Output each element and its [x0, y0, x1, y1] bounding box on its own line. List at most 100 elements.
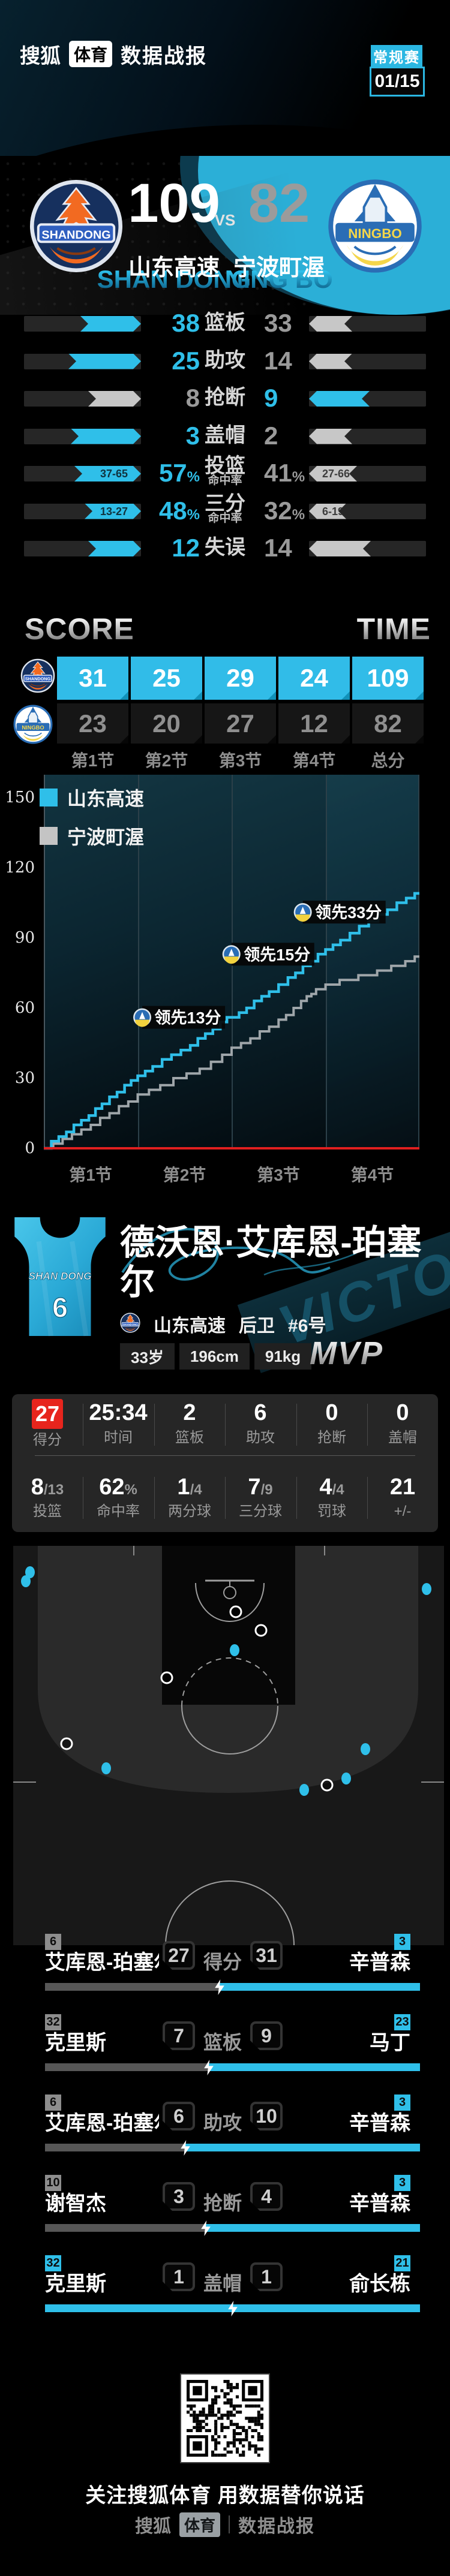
right-bar-track: 6-19 — [309, 503, 426, 519]
shandong-logo-icon: SHANDONG — [120, 1312, 140, 1333]
chart-quarter-panel — [137, 775, 232, 1148]
left-stat-value-box: 27 — [163, 1941, 195, 1970]
left-bar-fill: 37-65 — [74, 466, 141, 482]
made-shot-marker — [341, 1772, 351, 1784]
jersey-graphic: SHAN DONG 6 — [14, 1217, 106, 1337]
missed-shot-marker — [229, 1605, 242, 1618]
right-bar-fill — [309, 316, 352, 332]
stat-label-sub: 命中率 — [208, 474, 242, 487]
stat-label: 罚球 — [317, 1503, 346, 1519]
player-stat-三分球: 7/9 三分球 — [225, 1473, 296, 1519]
left-bar-sub-label: 13-27 — [100, 505, 128, 517]
player-stat-card: 27 得分 25:34 时间 2 篮板 6 助攻 0 抢断 0 盖帽 8/13 投篮 62% 命中率 1/4 两分… — [12, 1394, 438, 1532]
stat-value: 8/13 — [31, 1474, 64, 1500]
cell-corner-fold — [194, 691, 202, 700]
stat-value: 6 — [254, 1400, 267, 1425]
score-red-box: 27 — [31, 1399, 64, 1429]
home-score-line — [44, 892, 419, 1150]
qr-code — [180, 2373, 270, 2463]
x-tick-label: 第3节 — [257, 1166, 300, 1184]
stat-label: 命中率 — [97, 1503, 140, 1519]
right-stat-value-box: 31 — [250, 1941, 283, 1970]
stat-compare-row-盖帽: 3 2 盖帽 — [0, 421, 450, 452]
mvp-label: MVP — [310, 1335, 384, 1371]
home-stat-value: 25 — [172, 346, 200, 375]
svg-text:SHAN DONG: SHAN DONG — [29, 1270, 92, 1282]
svg-text:领先33分: 领先33分 — [315, 904, 382, 922]
y-tick-label: 120 — [5, 859, 35, 877]
missed-shot-marker — [254, 1624, 268, 1637]
stat-label: 三分 命中率 — [187, 493, 263, 525]
score-progress-svg: 领先13分 领先15分 领先33分 — [44, 892, 419, 1150]
y-tick-label: 60 — [14, 999, 35, 1017]
right-player-number-badge: 3 — [394, 1934, 410, 1950]
left-bar-fill — [71, 429, 141, 444]
stat-value-sub: /4 — [190, 1482, 202, 1498]
x-tick-label: 第4节 — [350, 1166, 394, 1184]
made-shot-marker — [25, 1566, 35, 1578]
made-shot-marker — [361, 1743, 370, 1755]
away-score-line — [44, 955, 419, 1149]
table-team-logo: SHANDONG — [20, 658, 55, 696]
legend-label: 宁波町渥 — [67, 826, 145, 848]
unit: % — [187, 506, 200, 523]
player-attribute-badges: 33岁 196cm 91kg — [120, 1343, 312, 1370]
brand-sohu-text: 搜狐 — [20, 44, 61, 68]
leader-stat-label: 抢断 — [203, 2192, 242, 2214]
leader-bar-left — [45, 2063, 209, 2071]
stat-compare-row-篮板: 38 33 篮板 — [0, 308, 450, 339]
player-number: #6号 — [288, 1316, 326, 1336]
stat-label-main: 盖帽 — [205, 423, 245, 447]
time-heading: TIME — [356, 612, 431, 646]
svg-text:SHANDONG: SHANDONG — [25, 676, 51, 682]
player-position: 后卫 — [239, 1316, 275, 1336]
player-age-badge: 33岁 — [120, 1343, 175, 1370]
right-stat-value-box: 1 — [250, 2262, 283, 2291]
stat-card-separator — [367, 1404, 368, 1446]
stat-compare-row-三分: 13-27 6-19 48% 32% 三分 命中率 — [0, 493, 450, 527]
left-player-name: 艾库恩-珀塞尔 — [45, 1951, 159, 1974]
leader-bar-left — [45, 2224, 206, 2232]
footer-brand-product: 数据战报 — [238, 2517, 315, 2536]
player-name: 德沃恩·艾库恩-珀塞尔 — [120, 1223, 422, 1302]
right-player-number-badge: 3 — [394, 2094, 410, 2111]
stat-card-separator — [225, 1477, 226, 1519]
stat-label: 失误 — [187, 536, 263, 559]
stat-label: +/- — [394, 1503, 412, 1519]
player-stat-得分: 27 得分 — [12, 1399, 83, 1448]
left-player-number-badge: 32 — [45, 2255, 61, 2271]
stat-label-main: 失误 — [205, 536, 245, 559]
missed-shot-marker — [320, 1778, 334, 1792]
right-bar-track — [309, 391, 426, 407]
player-weight-badge: 91kg — [254, 1343, 312, 1370]
svg-text:SHANDONG: SHANDONG — [123, 1323, 138, 1326]
leader-stat-label: 篮板 — [203, 2032, 242, 2053]
stat-label: 投篮 — [33, 1503, 62, 1519]
away-stat-value: 9 — [264, 384, 278, 412]
left-player-name: 克里斯 — [45, 2032, 106, 2054]
away-stat-value: 14 — [264, 534, 292, 562]
header-curve — [0, 125, 450, 156]
footer-brand-sport-box: 体育 — [179, 2512, 220, 2537]
quarter-cell: 29 — [205, 657, 276, 700]
left-player-name: 艾库恩-珀塞尔 — [45, 2112, 159, 2135]
quarter-column-label: 第3节 — [218, 751, 262, 770]
chart-gridline — [137, 775, 139, 1148]
lightning-bolt-icon — [181, 2140, 190, 2159]
stat-label: 盖帽 — [187, 423, 263, 447]
missed-shot-marker — [160, 1671, 173, 1684]
stat-card-separator — [367, 1477, 368, 1519]
chart-y-axis — [44, 775, 45, 1148]
quarter-cell: 109 — [352, 657, 424, 700]
stat-label: 篮板 — [175, 1430, 204, 1446]
lead-annotation: 领先13分 — [133, 1006, 226, 1029]
annotation-team-logo-icon — [133, 1008, 152, 1027]
left-bar-fill — [88, 391, 141, 407]
quarter-column-label: 第2节 — [145, 751, 188, 770]
left-bar-fill — [68, 354, 141, 369]
right-player-name: 马丁 — [370, 2032, 410, 2054]
left-stat-value-box: 7 — [163, 2021, 195, 2050]
left-bar-track: 13-27 — [24, 503, 141, 519]
shandong-logo-icon: SHANDONG — [20, 658, 55, 693]
stat-compare-row-助攻: 25 14 助攻 — [0, 346, 450, 377]
